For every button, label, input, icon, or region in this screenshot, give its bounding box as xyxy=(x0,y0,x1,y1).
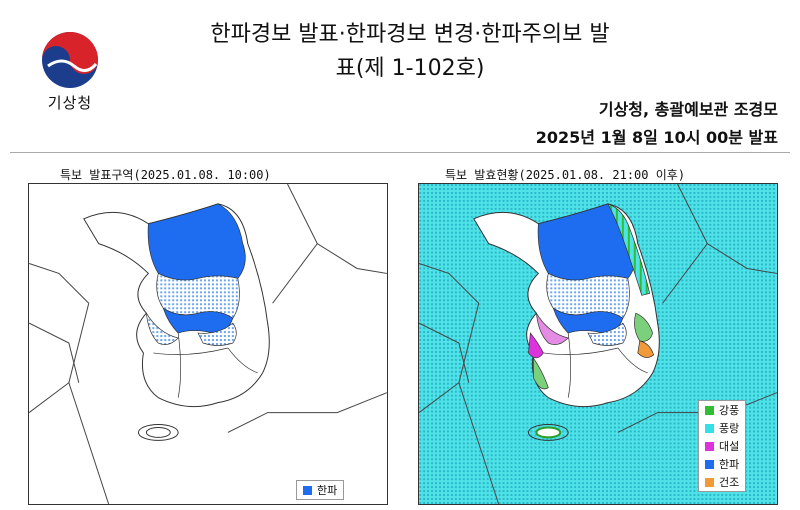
kma-logo-icon xyxy=(42,32,98,88)
legend-swatch xyxy=(705,459,714,469)
logo-text: 기상청 xyxy=(47,94,93,112)
legend-swatch xyxy=(705,423,714,433)
left-map-title: 특보 발표구역(2025.01.08. 10:00) xyxy=(60,168,271,182)
legend-item-coldwave: 한파 xyxy=(699,455,745,473)
right-map-title: 특보 발효현황(2025.01.08. 21:00 이후) xyxy=(445,168,686,182)
issuance-area-map xyxy=(28,183,388,505)
legend-swatch xyxy=(705,477,714,487)
legend-swatch xyxy=(705,441,714,451)
legend-label: 대설 xyxy=(719,440,740,453)
bulletin-title: 한파경보 발표·한파경보 변경·한파주의보 발 표(제 1-102호) xyxy=(120,18,700,86)
legend-label: 건조 xyxy=(719,476,740,489)
title-line-2: 표(제 1-102호) xyxy=(335,56,485,81)
effective-status-map xyxy=(418,183,778,505)
title-line-1: 한파경보 발표·한파경보 변경·한파주의보 발 xyxy=(210,22,610,47)
legend-swatch xyxy=(705,405,714,415)
divider xyxy=(10,152,790,153)
legend-label: 풍랑 xyxy=(719,422,740,435)
right-legend: 강풍 풍랑 대설 한파 건조 xyxy=(698,400,747,492)
legend-item-dry: 건조 xyxy=(699,473,745,491)
legend-item-high-seas: 풍랑 xyxy=(699,419,745,437)
issued-time: 2025년 1월 8일 10시 00분 발표 xyxy=(535,128,778,147)
legend-swatch xyxy=(303,485,312,495)
legend-label: 한파 xyxy=(719,458,740,471)
legend-item-heavy-snow: 대설 xyxy=(699,437,745,455)
legend-label: 강풍 xyxy=(719,404,740,417)
legend-item-coldwave: 한파 xyxy=(297,481,343,499)
legend-label: 한파 xyxy=(317,484,338,497)
issuer: 기상청, 총괄예보관 조경모 xyxy=(598,100,778,119)
left-legend: 한파 xyxy=(296,480,345,500)
legend-item-strong-wind: 강풍 xyxy=(699,401,745,419)
